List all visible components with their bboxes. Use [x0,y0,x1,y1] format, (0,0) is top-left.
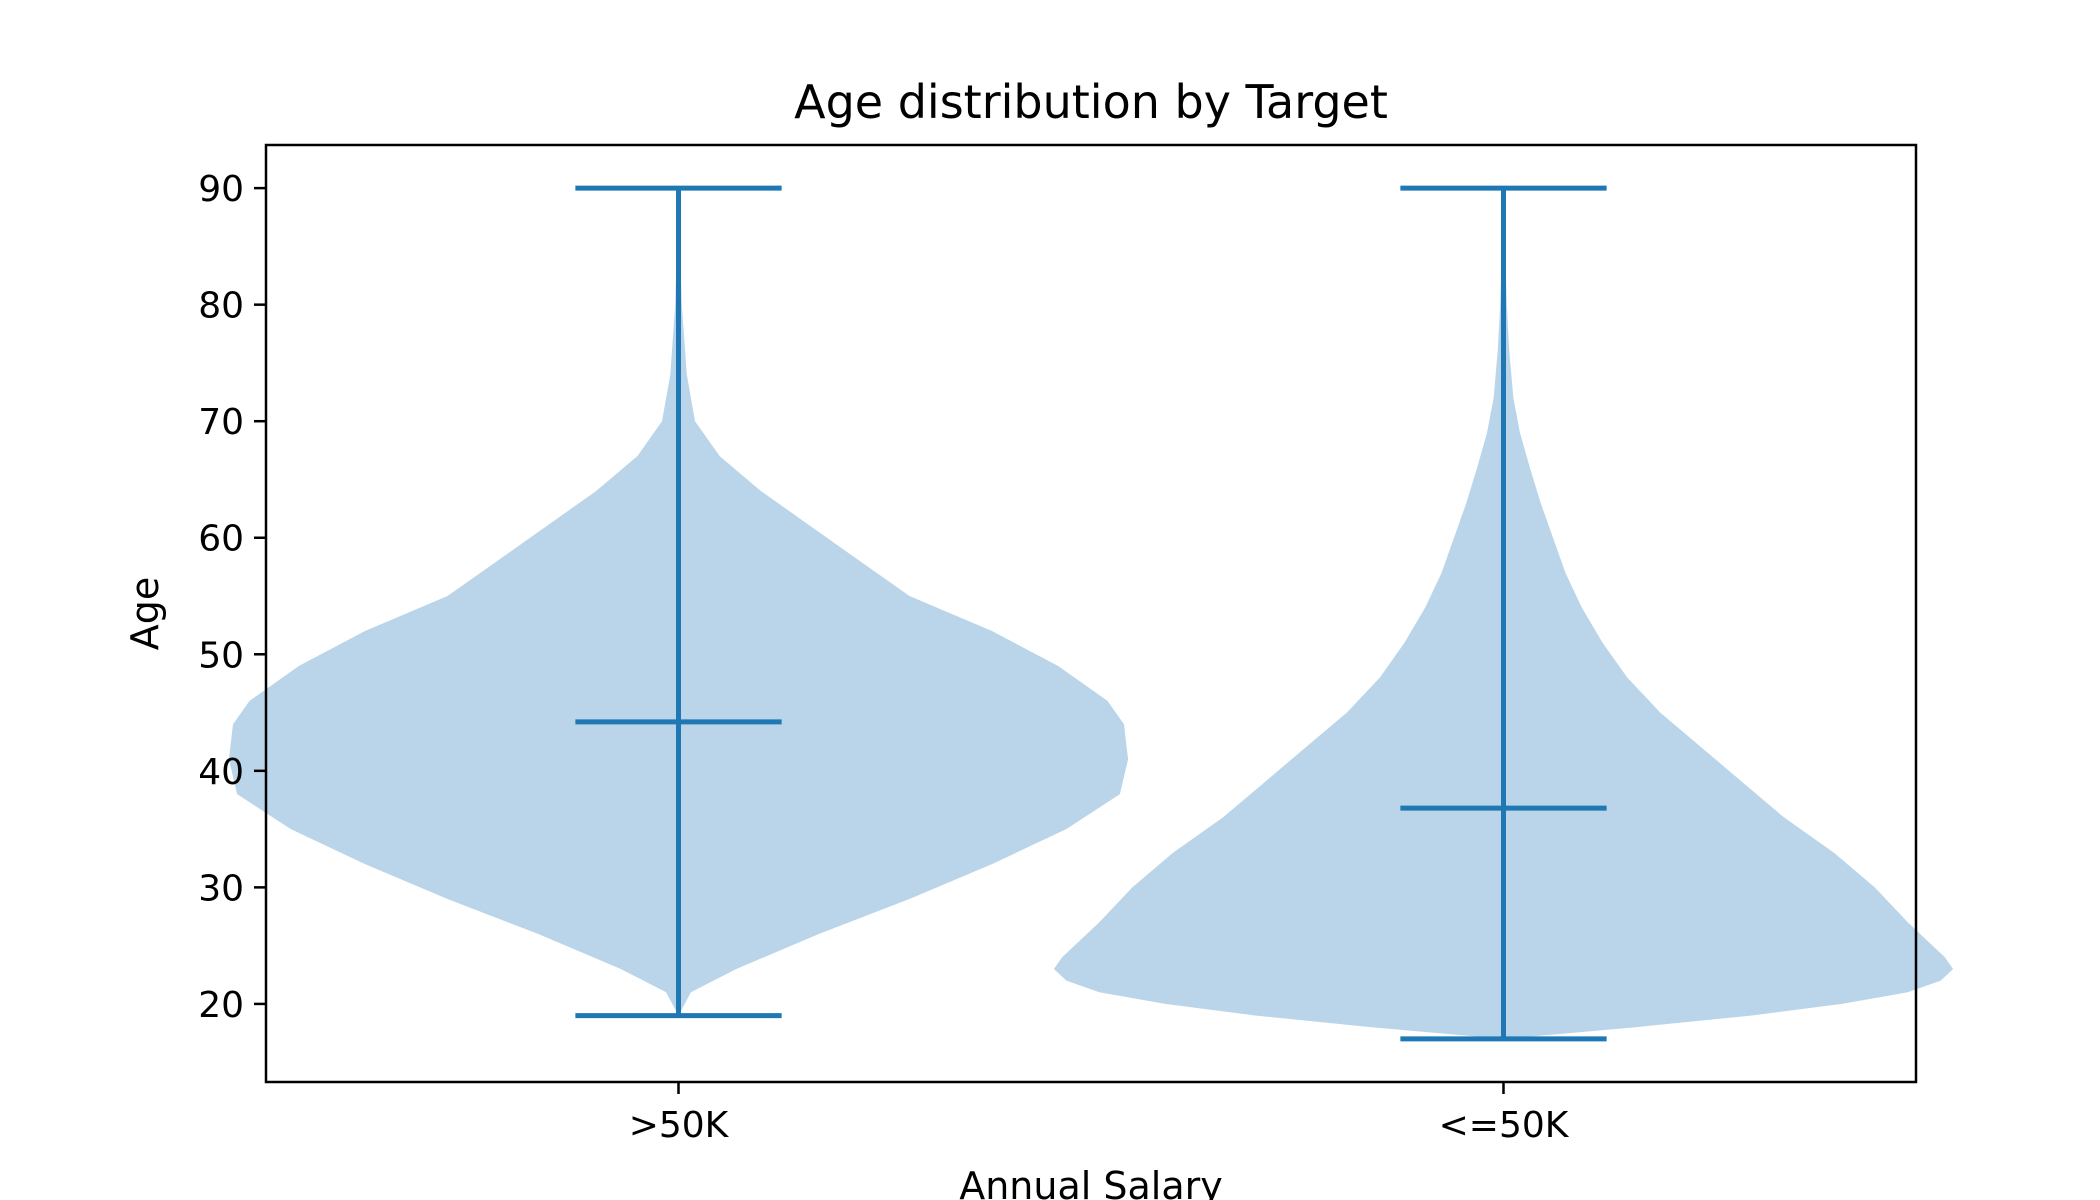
y-tick-label: 80 [198,286,244,327]
y-tick-label: 70 [198,402,244,443]
y-tick-label: 60 [198,519,244,560]
violin-bodies [228,188,1954,1039]
y-axis-label: Age [123,577,167,651]
y-tick-label: 20 [198,985,244,1026]
y-tick-label: 50 [198,635,244,676]
plot-frame [264,143,1918,1084]
violin-stat-lines [575,185,1607,1042]
x-axis-label: Annual Salary [959,1164,1223,1200]
chart-title: Age distribution by Target [794,75,1388,129]
y-tick-label: 90 [198,169,244,210]
x-axis-ticks: >50K <=50K [629,1082,1570,1146]
y-axis-ticks: 20 30 40 50 60 70 80 90 [198,169,266,1026]
x-tick-label: <=50K [1439,1105,1570,1146]
y-tick-label: 40 [198,752,244,793]
x-tick-label: >50K [629,1105,730,1146]
y-tick-label: 30 [198,868,244,909]
